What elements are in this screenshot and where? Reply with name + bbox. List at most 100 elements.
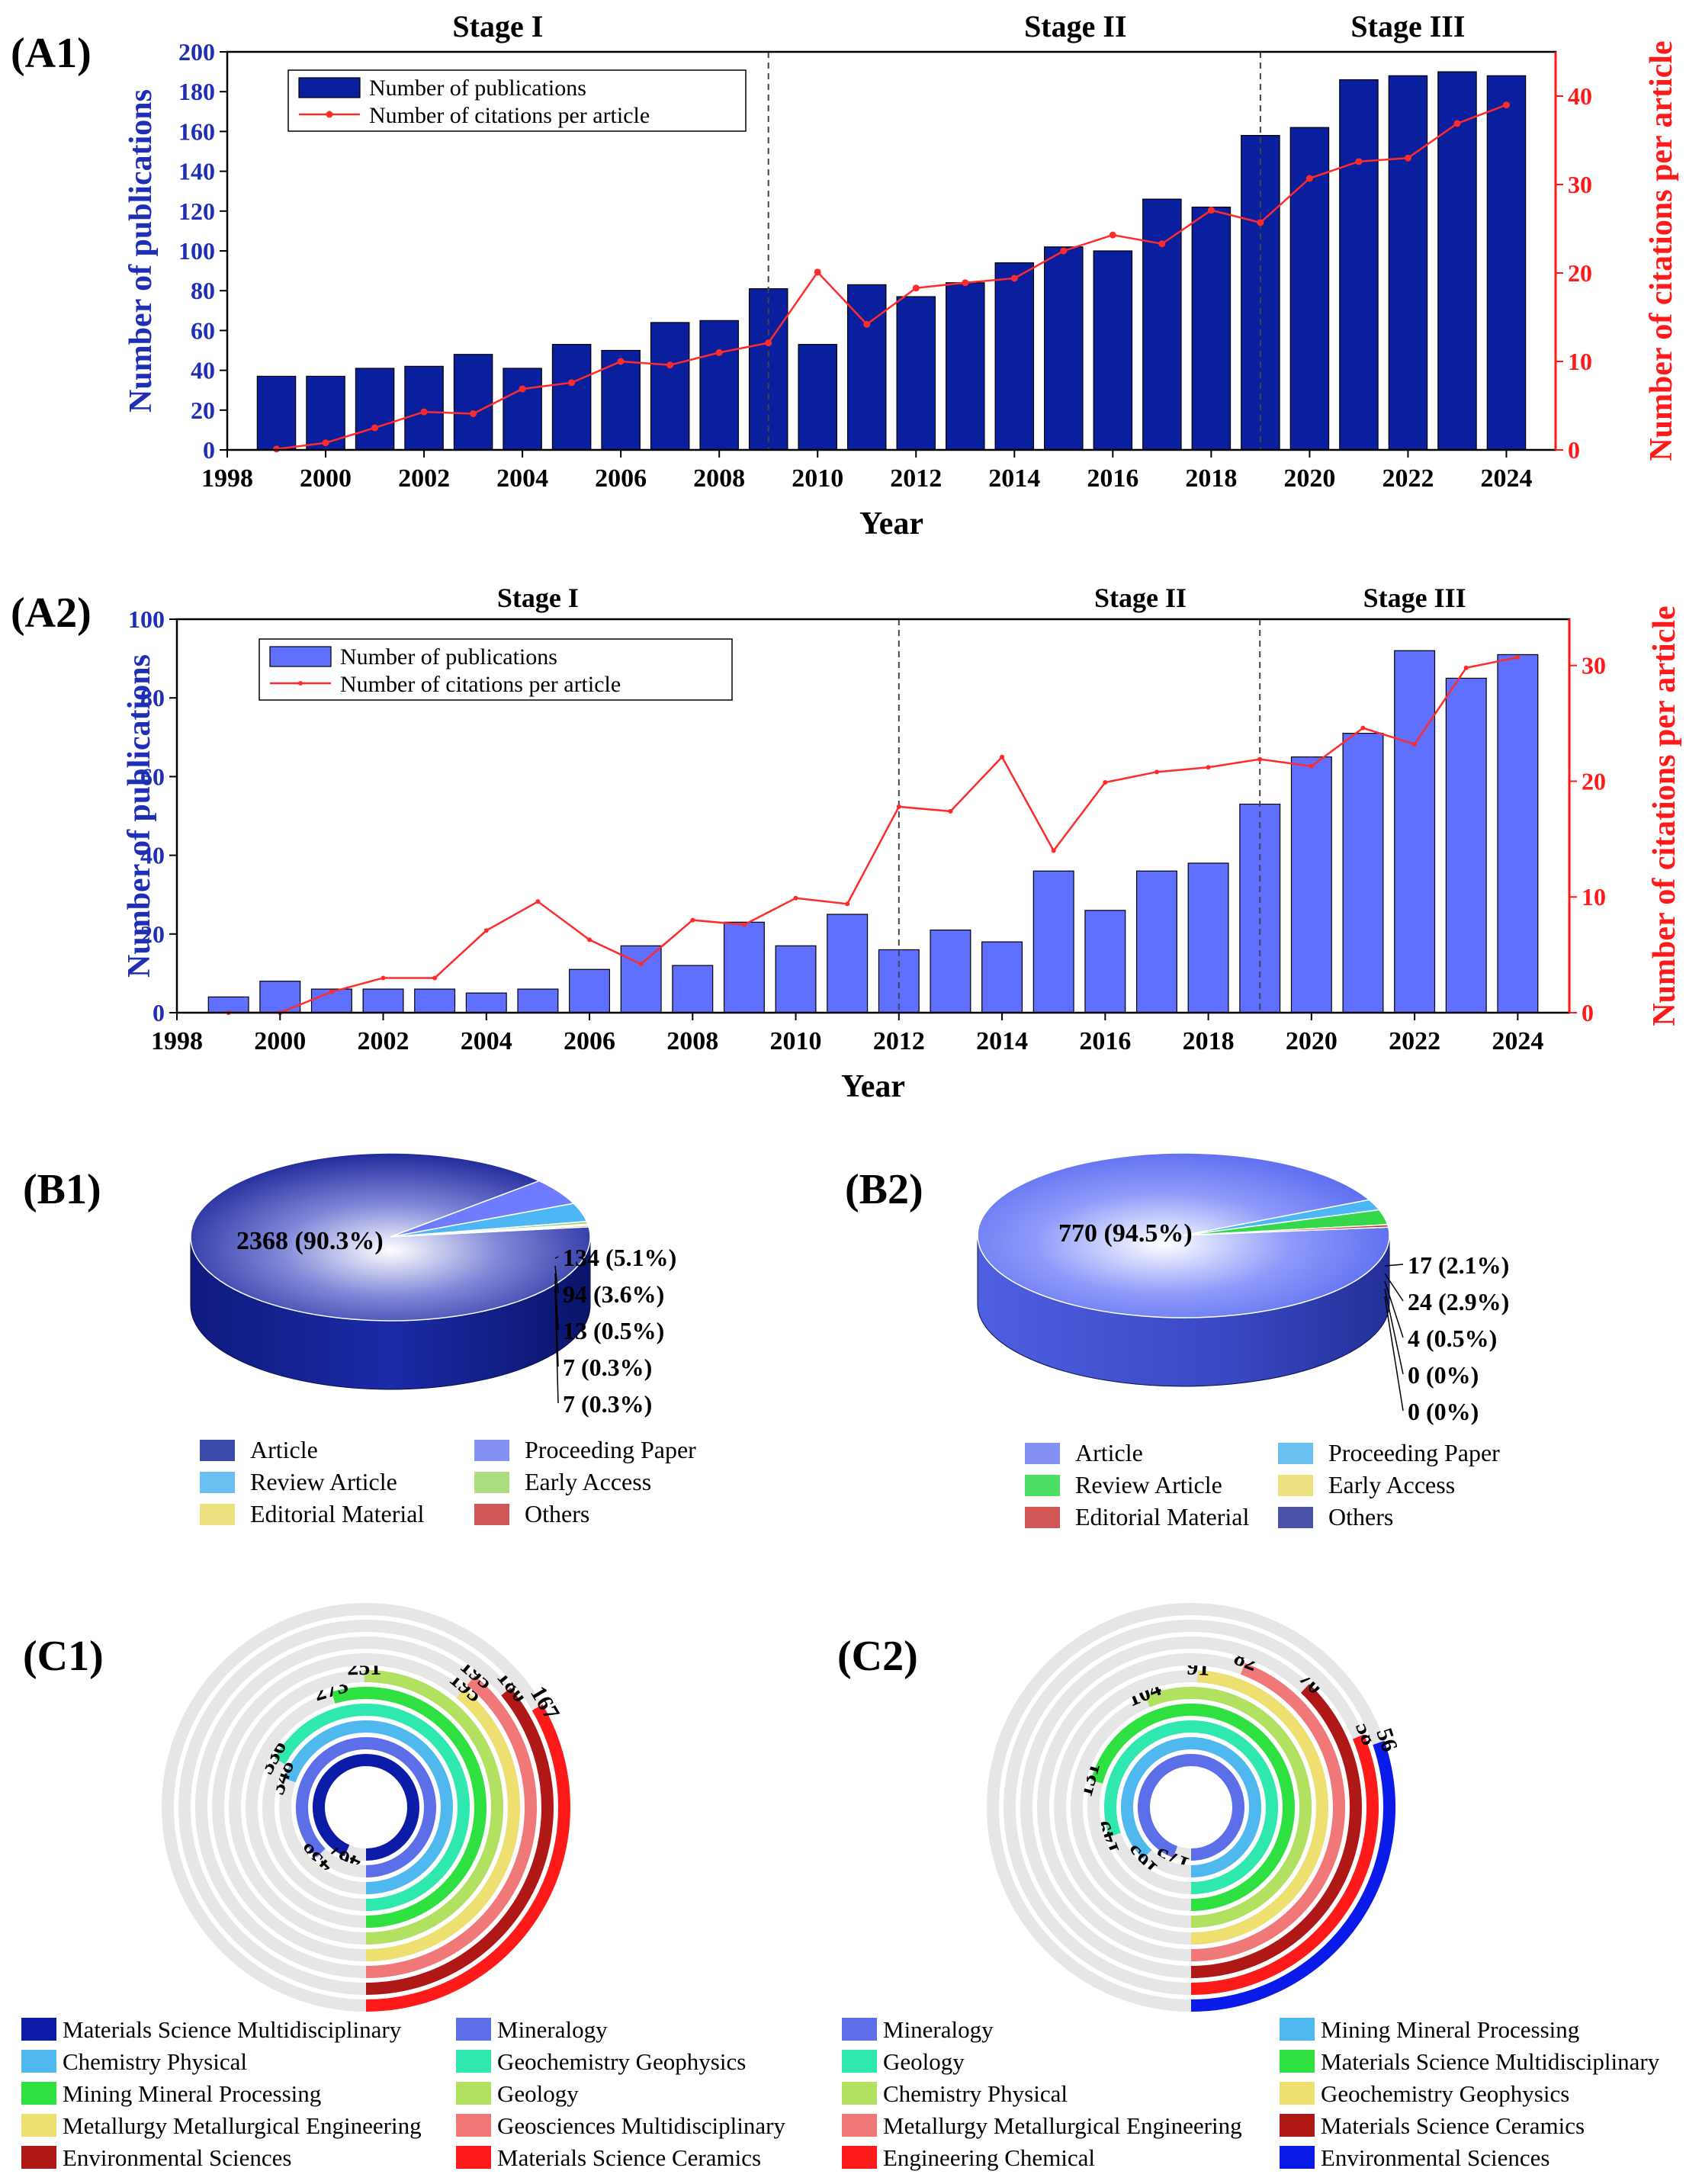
legend-swatch (1278, 1507, 1313, 1528)
y-tick-label-left: 20 (140, 920, 165, 948)
bar-1999 (256, 375, 297, 451)
citation-point-2004 (483, 928, 489, 933)
legend-label: Early Access (525, 1468, 651, 1495)
bar-2004 (503, 368, 542, 451)
x-tick-label: 2000 (254, 1027, 306, 1055)
y-tick-label-left: 20 (191, 397, 215, 424)
x-tick-label: 2004 (496, 464, 548, 493)
legend-label: Chemistry Physical (883, 2080, 1068, 2107)
bar-2015 (1044, 246, 1084, 451)
legend-swatch (456, 2018, 491, 2041)
bar-2010 (775, 945, 817, 1013)
citation-point-2022 (1404, 154, 1411, 162)
legend-swatch (1025, 1443, 1060, 1464)
bar-2024 (1486, 75, 1527, 451)
pie-leader-line (554, 1265, 559, 1294)
bar-2021 (1342, 733, 1384, 1013)
x-tick-label: 2000 (300, 464, 352, 493)
stage-label: Stage III (1350, 9, 1465, 43)
citation-line (276, 104, 1507, 451)
bar-2024 (1497, 654, 1539, 1013)
y-tick-label-left: 100 (178, 237, 215, 265)
legend-label: Article (250, 1436, 318, 1463)
bar-2013 (946, 282, 985, 451)
citation-point-2021 (1360, 725, 1366, 731)
y-tick-label-left: 160 (178, 117, 215, 145)
citation-point-2014 (1010, 275, 1018, 282)
bar-2011 (846, 284, 887, 451)
pie-leader-line (1384, 1273, 1404, 1302)
bar-2023 (1437, 71, 1477, 451)
x-tick-label: 2002 (398, 464, 450, 493)
pie-slice-label: 94 (3.6%) (563, 1280, 664, 1308)
x-tick-label: 2018 (1183, 1027, 1235, 1055)
citation-point-2019 (1257, 219, 1264, 226)
panel-label: (A2) (11, 589, 92, 637)
x-tick-label: 2008 (666, 1027, 718, 1055)
citation-point-2009 (765, 339, 772, 347)
citation-point-2024 (1515, 655, 1521, 660)
citation-point-2001 (329, 989, 334, 994)
y-tick-label-left: 0 (203, 436, 215, 464)
bar-2018 (1191, 206, 1232, 451)
legend-swatch (842, 2082, 877, 2105)
legend-swatch (200, 1440, 235, 1461)
bar-1999 (207, 996, 249, 1013)
x-tick-label: 2006 (595, 464, 647, 493)
x-tick-label: 2008 (693, 464, 745, 493)
bar-2022 (1394, 650, 1436, 1013)
legend-label: Editorial Material (250, 1500, 424, 1527)
legend-label: Chemistry Physical (63, 2048, 247, 2075)
legend-label: Geology (883, 2048, 965, 2075)
chart-B2: 770 (94.5%) 17 (2.1%) 24 (2.9%) 4 (0.5%) 0 (… (845, 1152, 1509, 1530)
citation-point-2023 (1453, 120, 1461, 127)
stage-label: Stage I (497, 583, 579, 613)
legend-swatch (21, 2082, 56, 2105)
bar-2009 (748, 287, 788, 451)
radial-bar-5 (1190, 1670, 1329, 1945)
pie-slice-label: 0 (0%) (1408, 1398, 1479, 1425)
citation-point-2005 (535, 899, 541, 904)
legend-swatch (1280, 2146, 1315, 2169)
bar-2004 (465, 992, 507, 1013)
bar-2014 (994, 262, 1035, 451)
legend-label: Environmental Sciences (63, 2144, 291, 2171)
citation-point-2017 (1158, 240, 1166, 248)
legend-swatch (21, 2114, 56, 2137)
bar-2013 (930, 930, 971, 1013)
citation-point-2015 (1051, 848, 1056, 853)
bar-2007 (620, 945, 662, 1013)
x-tick-label: 2016 (1087, 464, 1138, 493)
legend-swatch (1025, 1507, 1060, 1528)
x-tick-label: 2014 (976, 1027, 1028, 1055)
legend-swatch (474, 1472, 509, 1493)
pie-slice-label: 13 (0.5%) (563, 1317, 664, 1344)
panel-label: (C1) (23, 1633, 104, 1680)
radial-bar-1 (1121, 1737, 1261, 1877)
pie-slice-label: 24 (2.9%) (1408, 1288, 1509, 1315)
x-axis-title: Year (841, 1069, 905, 1104)
y-tick-label-right: 40 (1568, 82, 1592, 110)
bar-2006 (569, 968, 611, 1013)
y-tick-label-right: 30 (1582, 652, 1606, 679)
pie-leader-line (554, 1288, 559, 1404)
y-tick-label-right: 0 (1568, 436, 1580, 464)
citation-point-2005 (568, 379, 576, 387)
bar-2000 (306, 375, 345, 451)
stage-label: Stage II (1094, 583, 1187, 613)
citation-point-2004 (519, 385, 526, 393)
x-tick-label: 2022 (1389, 1027, 1440, 1055)
y-tick-label-right: 20 (1582, 767, 1606, 795)
x-tick-label: 2004 (461, 1027, 512, 1055)
bar-2012 (878, 949, 920, 1013)
citation-point-2007 (666, 361, 674, 369)
pie-leader-line (554, 1256, 559, 1259)
y-tick-label-left: 200 (178, 38, 215, 66)
x-tick-label: 2020 (1286, 1027, 1338, 1055)
bar-2023 (1445, 677, 1487, 1013)
y-tick-label-left: 80 (140, 684, 165, 711)
legend-label: Mineralogy (883, 2016, 994, 2043)
citation-point-2012 (896, 804, 901, 809)
citation-point-2016 (1109, 231, 1116, 239)
